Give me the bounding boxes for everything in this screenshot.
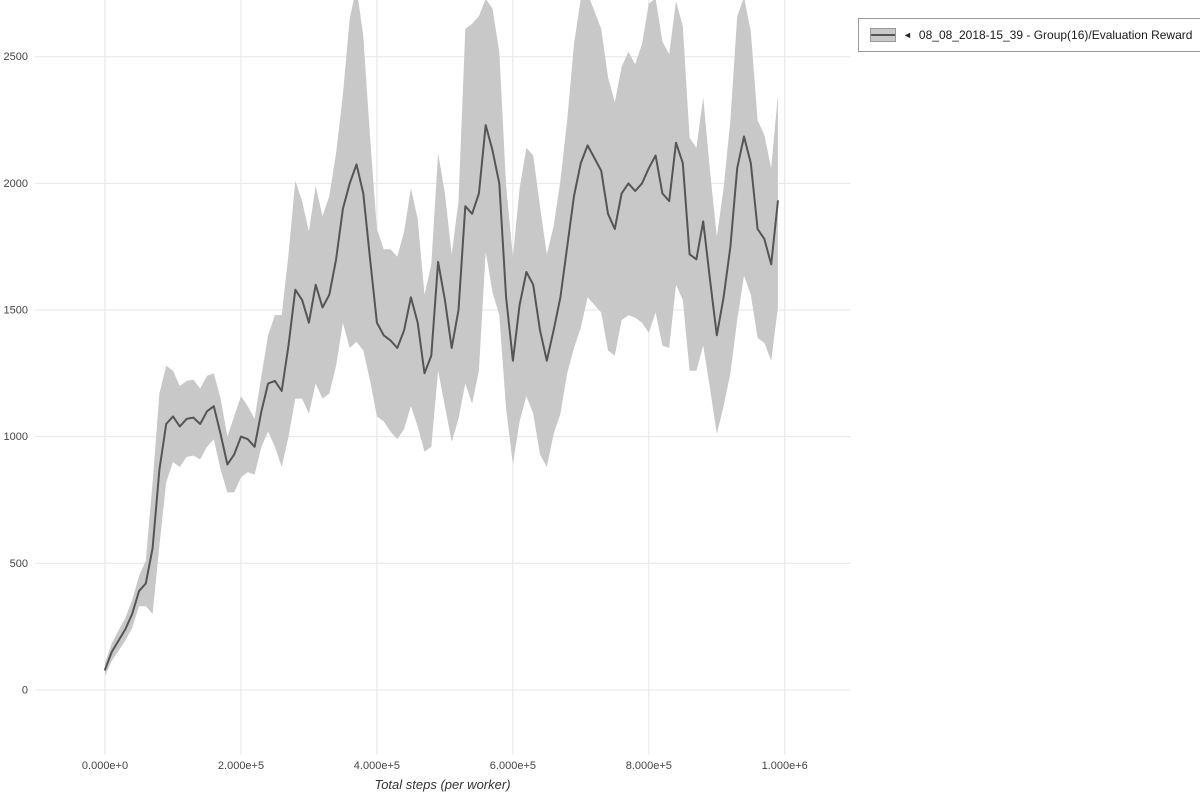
x-tick-label: 2.000e+5 bbox=[218, 760, 264, 772]
y-tick-label: 0 bbox=[22, 684, 28, 696]
legend-swatch-line-icon bbox=[871, 34, 895, 36]
confidence-band bbox=[105, 0, 778, 676]
x-tick-label: 6.000e+5 bbox=[490, 760, 536, 772]
x-tick-label: 4.000e+5 bbox=[354, 760, 400, 772]
legend-series-label: 08_08_2018-15_39 - Group(16)/Evaluation … bbox=[918, 28, 1193, 42]
y-tick-label: 1000 bbox=[4, 431, 28, 443]
y-tick-label: 500 bbox=[10, 558, 28, 570]
x-tick-label: 1.000e+6 bbox=[762, 760, 808, 772]
legend-series-swatch-icon bbox=[870, 28, 896, 42]
x-tick-label: 8.000e+5 bbox=[626, 760, 672, 772]
y-tick-label: 2000 bbox=[4, 178, 28, 190]
x-tick-label: 0.000e+0 bbox=[82, 760, 128, 772]
y-tick-label: 2500 bbox=[4, 51, 28, 63]
mean-line bbox=[104, 124, 779, 671]
x-axis-label: Total steps (per worker) bbox=[374, 777, 511, 792]
legend[interactable]: ◄ 08_08_2018-15_39 - Group(16)/Evaluatio… bbox=[858, 18, 1200, 52]
legend-collapse-arrow-icon[interactable]: ◄ bbox=[903, 29, 912, 40]
y-tick-label: 1500 bbox=[4, 305, 28, 317]
